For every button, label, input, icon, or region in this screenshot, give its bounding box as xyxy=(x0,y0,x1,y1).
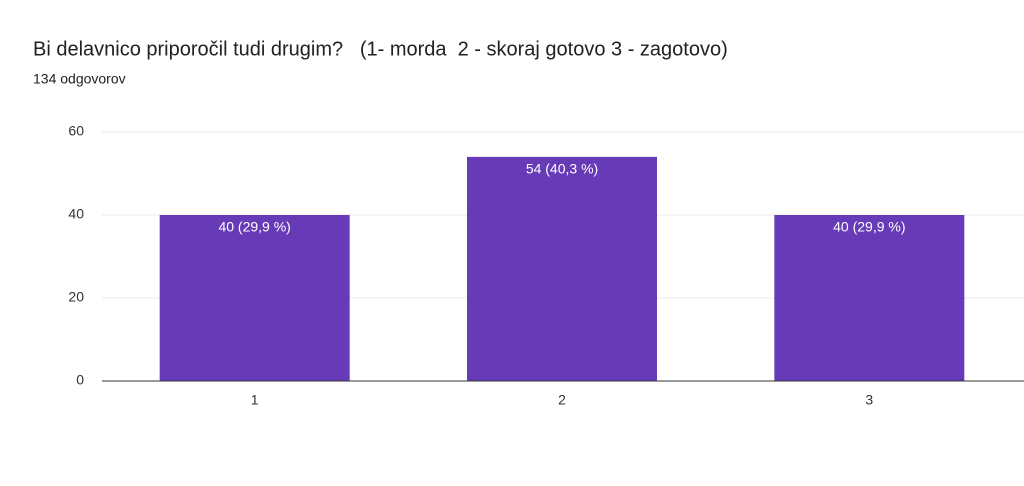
y-tick-label: 0 xyxy=(76,372,84,388)
bar xyxy=(774,215,965,381)
chart-subtitle: 134 odgovorov xyxy=(33,71,126,87)
value-label: 54 (40,3 %) xyxy=(526,161,598,177)
y-tick-label: 20 xyxy=(68,289,84,305)
x-tick-label: 1 xyxy=(251,392,259,408)
y-tick-label: 40 xyxy=(68,206,84,222)
value-label: 40 (29,9 %) xyxy=(218,219,290,235)
y-tick-label: 60 xyxy=(68,123,84,139)
x-tick-label: 3 xyxy=(865,392,873,408)
bar xyxy=(467,156,657,381)
x-tick-label: 2 xyxy=(558,392,566,408)
chart-title: Bi delavnico priporočil tudi drugim? (1-… xyxy=(33,38,728,60)
value-label: 40 (29,9 %) xyxy=(833,219,905,235)
bar xyxy=(159,215,350,381)
